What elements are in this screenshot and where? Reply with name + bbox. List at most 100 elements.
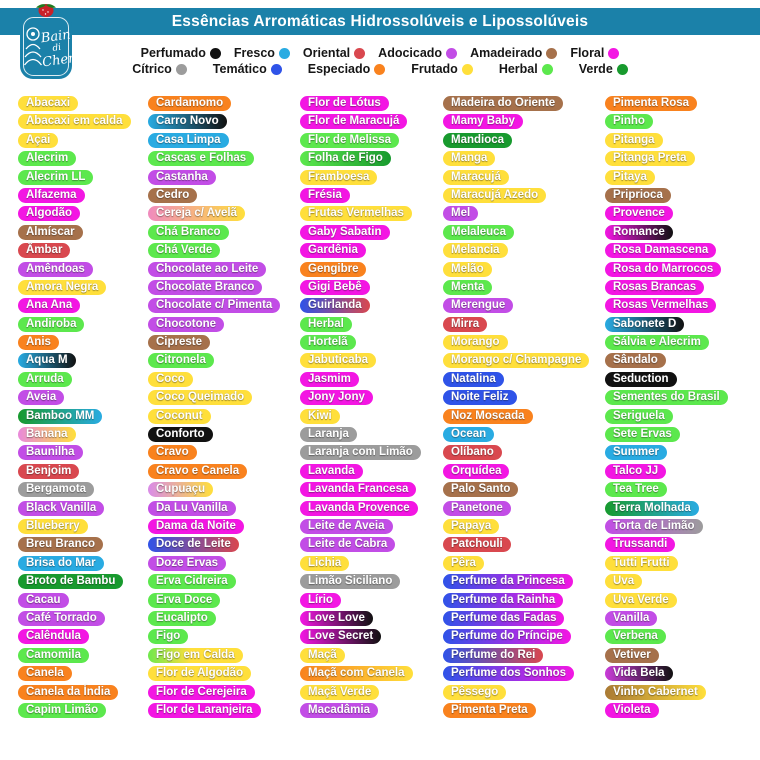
header-bar: Essências Arromáticas Hidrossolúveis e L… <box>0 8 760 35</box>
essence-column-2: Cardamomo Carro Novo Casa Limpa Cascas e Fo… <box>148 96 300 721</box>
essence-pill: Flor de Lótus <box>300 96 389 111</box>
essence-pill: Tea Tree <box>605 482 667 498</box>
essence-pill: Chocolate ao Leite <box>148 261 267 277</box>
essence-pill: Figo em Calda <box>148 647 243 663</box>
brand-logo: Bain di Chero <box>16 1 83 88</box>
essence-column-5: Pimenta Rosa Pinho Pitanga Pitanga Preta Pit… <box>605 96 753 721</box>
essence-pill: Framboesa <box>300 169 378 185</box>
essence-pill: Breu Branco <box>18 537 104 553</box>
legend-label: Adocicado <box>378 46 443 60</box>
essence-pill: Pêra <box>443 555 484 571</box>
essence-pill: Melancia <box>443 243 508 259</box>
essence-pill: Lavanda Francesa <box>300 482 417 498</box>
essence-pill: Priprioca <box>605 187 671 203</box>
essence-pill: Herbal <box>300 316 352 332</box>
essence-pill: Papaya <box>443 518 500 534</box>
essence-pill: Violeta <box>605 702 659 718</box>
essence-pill: Perfume dos Sonhos <box>443 666 575 682</box>
essence-pill: Laranja <box>300 427 357 443</box>
essence-pill: Alecrim <box>18 151 77 167</box>
legend-color-dot <box>354 47 366 59</box>
essence-pill: Merengue <box>443 298 514 314</box>
essence-pill: Gardênia <box>300 243 366 259</box>
brand-logo-graphic: Bain di Chero <box>20 4 83 79</box>
essence-pill: Citronela <box>148 353 214 369</box>
essence-pill: Cedro <box>148 187 198 203</box>
legend-item-amadeirado: Amadeirado <box>470 46 558 60</box>
essence-pill: Folha de Figo <box>300 151 391 167</box>
essence-pill: Erva Doce <box>148 592 221 608</box>
essence-columns: Abacaxi Abacaxi em calda Açai Alecrim Alecri… <box>18 96 753 721</box>
legend-item-citrico: Cítrico <box>132 62 187 76</box>
legend-color-dot <box>546 47 558 59</box>
essence-pill: Sete Ervas <box>605 427 680 443</box>
legend-item-oriental: Oriental <box>303 46 366 60</box>
logo-text-line1: Bain <box>39 27 72 46</box>
legend-item-floral: Floral <box>570 46 620 60</box>
essence-pill: Coconut <box>148 408 211 424</box>
essence-pill: Alecrim LL <box>18 169 94 185</box>
legend-label: Fresco <box>233 46 275 60</box>
essence-pill: Algodão <box>18 206 80 222</box>
legend-item-adocicado: Adocicado <box>378 46 458 60</box>
essence-pill: Melaleuca <box>443 224 514 240</box>
essence-pill: Arruda <box>18 371 72 387</box>
essence-pill: Pimenta Rosa <box>605 96 698 111</box>
essence-pill: Flor de Cerejeira <box>148 684 255 700</box>
legend-color-dot <box>608 47 620 59</box>
essence-pill: Cacau <box>18 592 69 608</box>
essence-pill: Bergamota <box>18 482 95 498</box>
legend-item-herbal: Herbal <box>499 62 553 76</box>
essence-pill: Cipreste <box>148 335 211 351</box>
essence-pill: Sementes do Brasil <box>605 390 728 406</box>
essence-pill: Maracujá <box>443 169 509 185</box>
essence-pill: Chá Verde <box>148 243 221 259</box>
legend-label: Floral <box>570 46 605 60</box>
legend-color-dot <box>278 47 290 59</box>
essence-pill: Brisa do Mar <box>18 555 104 571</box>
essence-pill: Romance <box>605 224 673 240</box>
essence-pill: Olíbano <box>443 445 502 461</box>
essence-pill: Summer <box>605 445 668 461</box>
essence-pill: Aveia <box>18 390 65 406</box>
legend-label: Frutado <box>411 62 458 76</box>
essence-pill: Macadâmia <box>300 702 379 718</box>
essence-pill: Jasmim <box>300 371 359 387</box>
essence-pill: Ocean <box>443 427 495 443</box>
essence-pill: Blueberry <box>18 518 88 534</box>
essence-pill: Panetone <box>443 500 511 516</box>
essence-pill: Natalina <box>443 371 504 387</box>
essence-pill: Cravo <box>148 445 197 461</box>
legend-label: Herbal <box>498 62 538 76</box>
essence-pill: Guirlanda <box>300 298 370 314</box>
essence-pill: Mandioca <box>443 132 513 148</box>
legend-label: Especiado <box>307 62 371 76</box>
essence-pill: Laranja com Limão <box>300 445 421 461</box>
essence-pill: Aqua M <box>18 353 76 369</box>
essence-pill: Perfume das Fadas <box>443 610 565 626</box>
figure-icon <box>23 27 43 66</box>
essence-pill: Orquídea <box>443 463 510 479</box>
essence-pill: Chocolate Branco <box>148 279 263 295</box>
essence-pill: Broto de Bambu <box>18 574 124 590</box>
legend-color-dot <box>209 47 221 59</box>
essence-pill: Gigi Bebê <box>300 279 370 295</box>
legend-label: Temático <box>212 62 267 76</box>
page-title: Essências Arromáticas Hidrossolúveis e L… <box>171 12 589 30</box>
essence-pill: Canela da Índia <box>18 684 119 700</box>
legend-label: Amadeirado <box>470 46 543 60</box>
essence-pill: Provence <box>605 206 673 222</box>
essence-pill: Cereja c/ Avelã <box>148 206 245 222</box>
essence-pill: Leite de Cabra <box>300 537 396 553</box>
essence-pill: Mirra <box>443 316 488 332</box>
essence-pill: Perfume da Princesa <box>443 574 573 590</box>
essence-pill: Uva <box>605 574 643 590</box>
essence-pill: Vanilla <box>605 610 658 626</box>
essence-pill: Noz Moscada <box>443 408 533 424</box>
essence-pill: Uva Verde <box>605 592 677 608</box>
essence-pill: Açai <box>18 132 59 148</box>
essence-pill: Baunilha <box>18 445 83 461</box>
essence-pill: Almíscar <box>18 224 83 240</box>
essence-pill: Abacaxi em calda <box>18 114 131 130</box>
